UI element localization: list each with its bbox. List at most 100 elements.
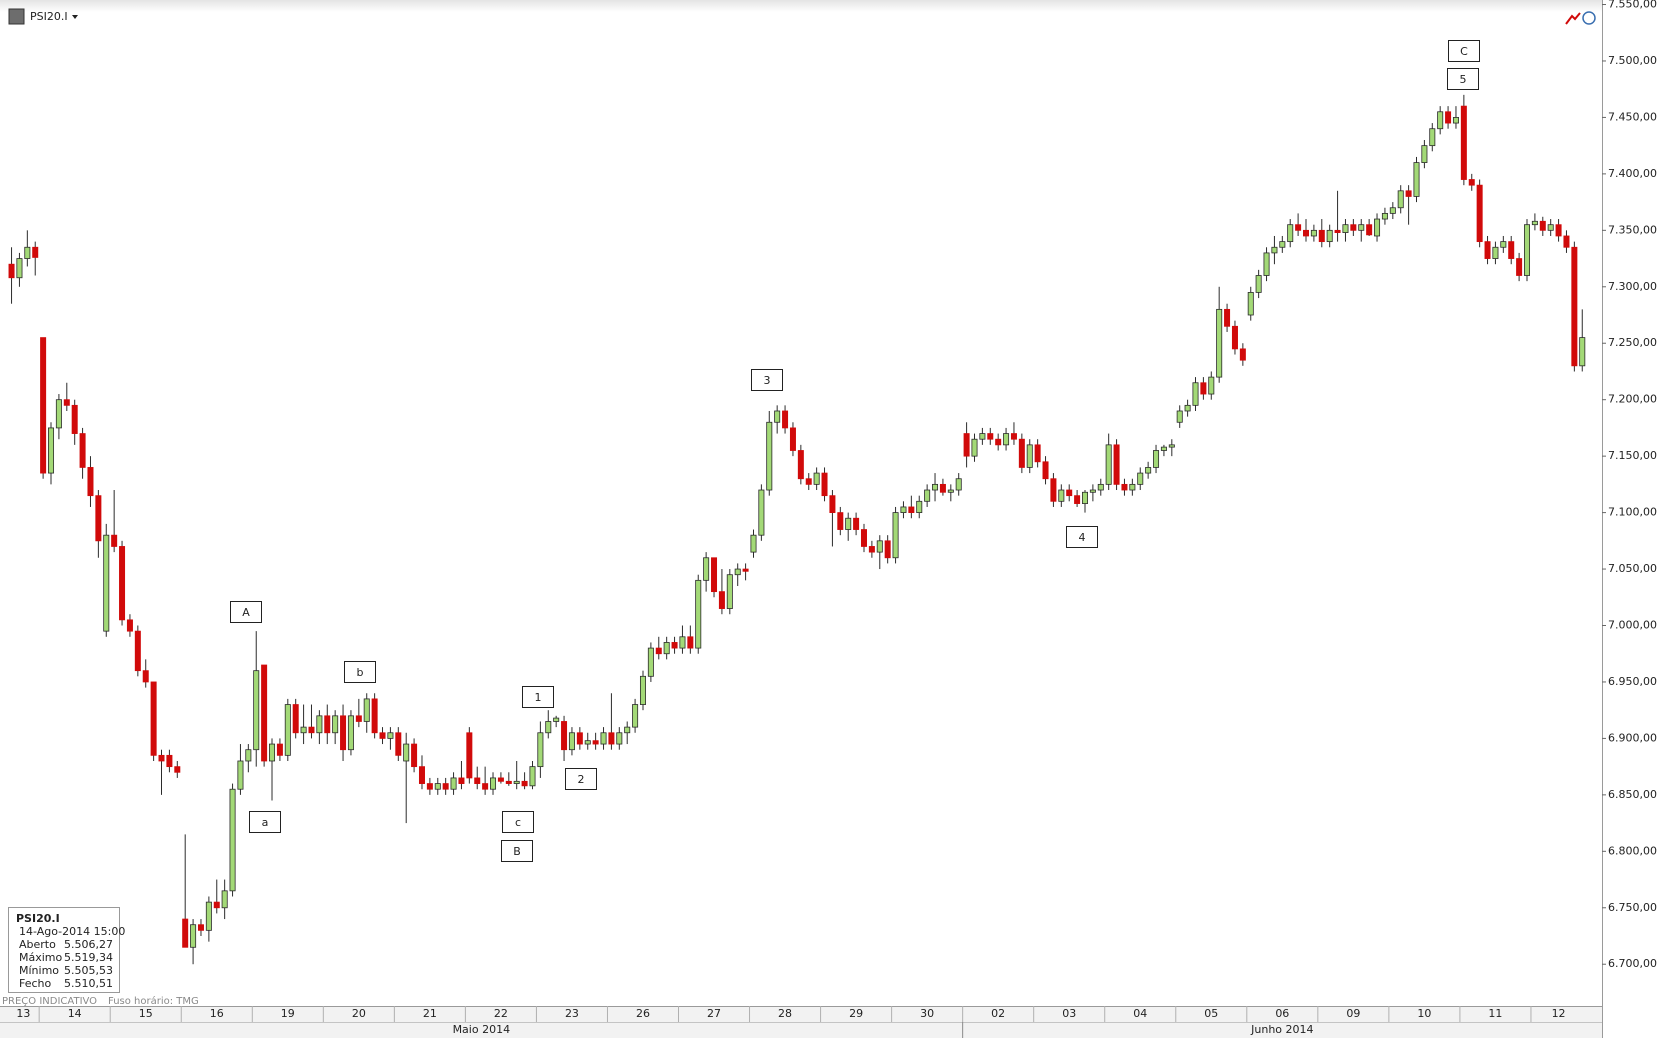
candle-body bbox=[805, 478, 812, 485]
candle-body bbox=[1089, 489, 1096, 493]
candle-body bbox=[1350, 224, 1357, 231]
candle-body bbox=[979, 433, 986, 440]
candle-body bbox=[1374, 218, 1381, 237]
candle-body bbox=[363, 698, 370, 722]
candle-body bbox=[166, 754, 173, 768]
month-label: Maio 2014 bbox=[453, 1023, 511, 1036]
candle-body bbox=[1508, 241, 1515, 259]
annotation-box bbox=[501, 840, 533, 862]
day-label: 23 bbox=[565, 1007, 579, 1020]
candle-body bbox=[426, 783, 433, 790]
candle-body bbox=[845, 517, 852, 530]
candle-body bbox=[1334, 229, 1341, 233]
candle-body bbox=[797, 450, 804, 480]
candle-body bbox=[55, 399, 62, 429]
candle-body bbox=[837, 512, 844, 530]
candle-body bbox=[1050, 478, 1057, 502]
candle-body bbox=[87, 467, 94, 497]
candle-body bbox=[987, 433, 994, 440]
candle-body bbox=[1224, 308, 1231, 327]
candle-body bbox=[261, 664, 268, 762]
candle-body bbox=[332, 715, 339, 734]
candle-body bbox=[947, 489, 954, 493]
day-label: 05 bbox=[1204, 1007, 1218, 1020]
candle-body bbox=[1216, 308, 1223, 378]
candle-body bbox=[868, 546, 875, 553]
candle-body bbox=[490, 777, 497, 790]
annotation-box bbox=[522, 686, 554, 708]
candle-body bbox=[553, 717, 560, 722]
candle-body bbox=[568, 732, 575, 751]
candle-body bbox=[182, 918, 189, 948]
candle-body bbox=[1421, 145, 1428, 163]
candle-body bbox=[537, 732, 544, 768]
annotation-box bbox=[344, 661, 376, 683]
day-label: 04 bbox=[1133, 1007, 1147, 1020]
candle-body bbox=[876, 540, 883, 553]
candle-body bbox=[1492, 246, 1499, 259]
y-tick-label: 7.250,00 bbox=[1608, 336, 1657, 349]
candle-body bbox=[1389, 207, 1396, 214]
y-tick-label: 7.100,00 bbox=[1608, 506, 1657, 519]
candle-body bbox=[1279, 241, 1286, 248]
candle-body bbox=[600, 732, 607, 745]
candle-body bbox=[395, 732, 402, 756]
candle-body bbox=[1476, 184, 1483, 243]
ticker: PSI20.I bbox=[30, 10, 68, 23]
dropdown-arrow bbox=[72, 15, 78, 19]
candle-body bbox=[237, 760, 244, 790]
candle-body bbox=[971, 438, 978, 457]
candle-body bbox=[1452, 117, 1459, 124]
candle-body bbox=[813, 472, 820, 485]
annotation: A bbox=[242, 606, 250, 619]
candle-body bbox=[458, 777, 465, 784]
candle-body bbox=[434, 783, 441, 790]
candle-body bbox=[529, 766, 536, 787]
candle-body bbox=[718, 591, 725, 609]
footer-note: Fuso horário: TMG bbox=[108, 995, 199, 1007]
footer-note: PREÇO INDICATIVO bbox=[2, 996, 97, 1007]
candle-body bbox=[387, 732, 394, 739]
candle-body bbox=[884, 540, 891, 559]
candle-body bbox=[1137, 472, 1144, 485]
candle-body bbox=[1397, 190, 1404, 209]
candle-body bbox=[1010, 433, 1017, 440]
candle-body bbox=[190, 924, 197, 948]
day-label: 19 bbox=[281, 1007, 295, 1020]
candle-body bbox=[1255, 275, 1262, 293]
candle-body bbox=[608, 732, 615, 745]
candle-body bbox=[1121, 483, 1128, 491]
candle-body bbox=[908, 506, 915, 513]
candle-body bbox=[1200, 382, 1207, 395]
candle-body bbox=[1405, 190, 1412, 197]
y-tick-label: 7.400,00 bbox=[1608, 167, 1657, 180]
candle-body bbox=[655, 647, 662, 655]
tool-icon[interactable] bbox=[1565, 12, 1581, 25]
candle-body bbox=[829, 495, 836, 513]
candle-body bbox=[1500, 241, 1507, 248]
ticker-control[interactable]: PSI20.I bbox=[8, 8, 78, 25]
candle-body bbox=[639, 675, 646, 705]
candle-body bbox=[158, 754, 165, 762]
candle-body bbox=[734, 568, 741, 576]
candle-body bbox=[126, 619, 133, 632]
candle-body bbox=[726, 574, 733, 609]
candle-body bbox=[276, 743, 283, 756]
candle-body bbox=[1081, 491, 1088, 504]
candle-body bbox=[932, 483, 939, 491]
info-label: Fecho bbox=[19, 977, 52, 990]
candle-body bbox=[71, 404, 78, 434]
candle-body bbox=[308, 726, 315, 734]
candle-body bbox=[624, 726, 631, 734]
annotation-box bbox=[230, 601, 262, 623]
candle-body bbox=[1129, 483, 1136, 491]
ticker-icon bbox=[8, 8, 25, 25]
y-tick-label: 7.000,00 bbox=[1608, 619, 1657, 632]
y-tick-label: 6.950,00 bbox=[1608, 675, 1657, 688]
candle-body bbox=[924, 489, 931, 502]
clock-icon[interactable] bbox=[1582, 11, 1596, 25]
candle-body bbox=[1097, 483, 1104, 491]
candle-body bbox=[111, 534, 118, 547]
candle-body bbox=[955, 478, 962, 491]
